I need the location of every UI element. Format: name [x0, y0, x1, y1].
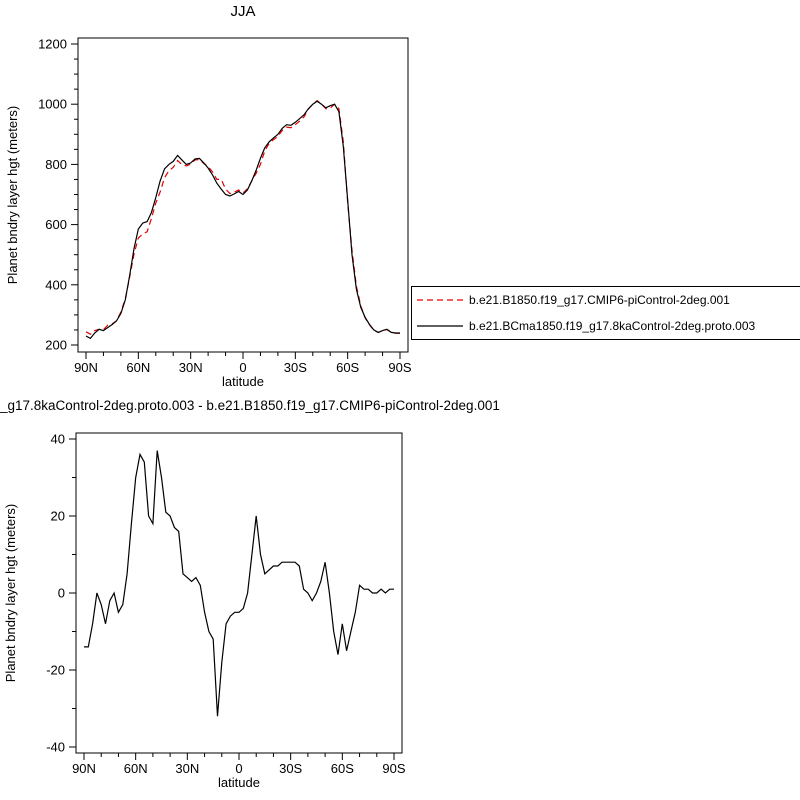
svg-text:60S: 60S	[331, 761, 354, 776]
svg-text:90S: 90S	[388, 360, 411, 375]
svg-text:60S: 60S	[336, 360, 359, 375]
jja-chart-canvas: 90N 60N 30N 0 30S 60S 90S 200 400 600 800 1000 1200 l…	[5, 37, 412, 390]
svg-text:60N: 60N	[126, 360, 150, 375]
jja-chart-title: JJA	[230, 3, 256, 20]
legend-label-picontrol: b.e21.B1850.f19_g17.CMIP6-piControl-2deg…	[469, 293, 730, 307]
svg-text:30N: 30N	[175, 761, 199, 776]
svg-text:latitude: latitude	[222, 374, 264, 389]
legend-item-8kacontrol: b.e21.BCma1850.f19_g17.8kaControl-2deg.p…	[414, 313, 798, 339]
svg-text:-20: -20	[46, 663, 65, 678]
legend-label-8kacontrol: b.e21.BCma1850.f19_g17.8kaControl-2deg.p…	[469, 319, 756, 333]
svg-text:400: 400	[45, 277, 67, 292]
svg-text:20: 20	[51, 509, 65, 524]
svg-text:90N: 90N	[72, 761, 96, 776]
svg-text:0: 0	[235, 761, 242, 776]
svg-text:-40: -40	[46, 740, 65, 755]
svg-text:90S: 90S	[382, 761, 405, 776]
legend: b.e21.B1850.f19_g17.CMIP6-piControl-2deg…	[411, 286, 800, 340]
difference-chart-canvas: 90N 60N 30N 0 30S 60S 90S -40 -20 0 20 40 latitude Pl…	[3, 432, 406, 791]
svg-text:30N: 30N	[179, 360, 203, 375]
svg-text:Planet bndry layer hgt (meters: Planet bndry layer hgt (meters)	[5, 106, 20, 284]
svg-text:600: 600	[45, 217, 67, 232]
difference-chart-title: _g17.8kaControl-2deg.proto.003 - b.e21.B…	[0, 398, 500, 413]
svg-text:800: 800	[45, 157, 67, 172]
svg-text:latitude: latitude	[218, 775, 260, 790]
svg-text:Planet bndry layer hgt (meters: Planet bndry layer hgt (meters)	[3, 504, 18, 682]
svg-text:200: 200	[45, 338, 67, 353]
svg-text:0: 0	[239, 360, 246, 375]
red-dashed-line-sample	[417, 299, 463, 301]
svg-text:90N: 90N	[74, 360, 98, 375]
svg-text:1000: 1000	[38, 97, 67, 112]
svg-text:1200: 1200	[38, 37, 67, 52]
svg-text:40: 40	[51, 432, 65, 447]
svg-text:0: 0	[58, 586, 65, 601]
black-solid-line-sample	[417, 325, 463, 327]
svg-text:30S: 30S	[279, 761, 302, 776]
legend-item-picontrol: b.e21.B1850.f19_g17.CMIP6-piControl-2deg…	[414, 287, 798, 313]
svg-text:60N: 60N	[124, 761, 148, 776]
svg-text:30S: 30S	[284, 360, 307, 375]
